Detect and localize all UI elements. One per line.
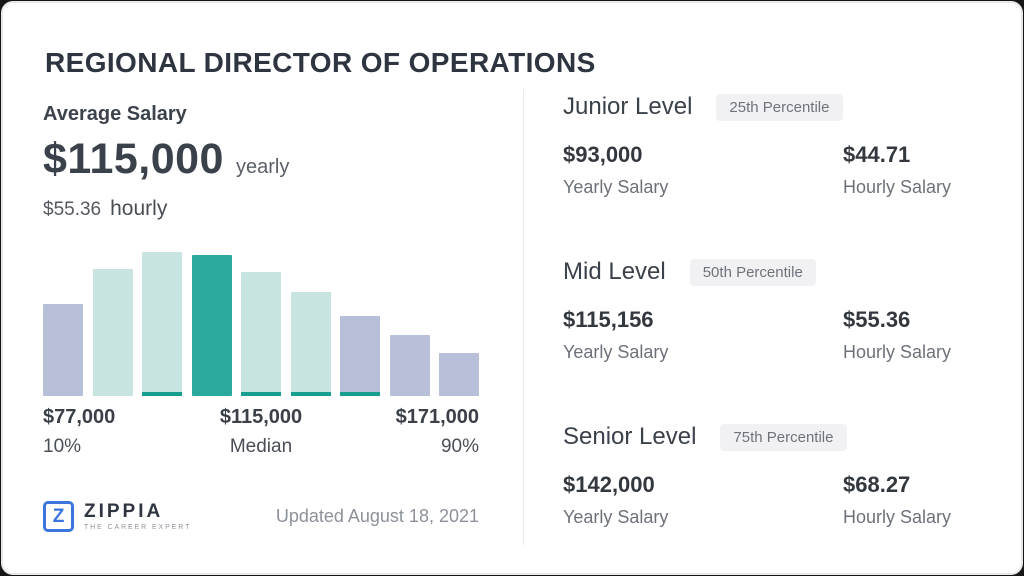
- level-values: $93,000 Yearly Salary $44.71 Hourly Sala…: [563, 142, 993, 206]
- hourly-value: $55.36: [843, 307, 911, 332]
- zippia-logo-name: ZIPPIA: [84, 501, 164, 522]
- updated-date: Updated August 18, 2021: [275, 506, 479, 526]
- tick-value-median: $115,000: [219, 406, 303, 428]
- percentile-badge: 75th Percentile: [720, 423, 847, 451]
- yearly-salary-value: $115,000: [43, 135, 224, 183]
- histogram-bar: [389, 335, 430, 396]
- hourly-value: $44.71: [843, 142, 911, 167]
- tick-value-90th: $171,000: [395, 406, 479, 428]
- level-name: Senior Level: [563, 423, 697, 450]
- level-values: $115,156 Yearly Salary $55.36 Hourly Sal…: [563, 307, 993, 371]
- page-title: REGIONAL DIRECTOR OF OPERATIONS: [45, 47, 596, 78]
- histogram-bar: [142, 252, 182, 396]
- hourly-salary-value: $55.36: [43, 199, 102, 220]
- level-header: Mid Level 50th Percentile: [563, 258, 993, 286]
- level-header: Junior Level 25th Percentile: [563, 93, 993, 121]
- level-values: $142,000 Yearly Salary $68.27 Hourly Sal…: [563, 472, 993, 536]
- yearly-value: $93,000: [563, 142, 643, 167]
- zippia-logo-icon: Z: [43, 501, 74, 532]
- histogram-bar: [92, 268, 133, 396]
- hourly-column: $44.71 Hourly Salary: [843, 142, 951, 198]
- level-section-junior: Junior Level 25th Percentile $93,000 Yea…: [563, 93, 993, 206]
- yearly-value: $115,156: [563, 307, 654, 332]
- tick-sublabel-90th: 90%: [440, 436, 479, 457]
- yearly-label: Yearly Salary: [563, 342, 669, 362]
- percentile-levels-panel: Junior Level 25th Percentile $93,000 Yea…: [563, 93, 993, 543]
- zippia-logo-tagline: THE CAREER EXPERT: [84, 524, 192, 531]
- level-section-senior: Senior Level 75th Percentile $142,000 Ye…: [563, 423, 993, 536]
- histogram-bar: [241, 271, 281, 396]
- histogram-bar-baseline-stripe: [340, 392, 380, 396]
- zippia-logo-text: ZIPPIA THE CAREER EXPERT: [84, 502, 191, 531]
- histogram-bar: [340, 316, 380, 396]
- yearly-value: $142,000: [563, 472, 655, 497]
- hourly-label: Hourly Salary: [843, 177, 952, 197]
- average-salary-panel: Average Salary $115,000 yearly $55.36 ho…: [43, 103, 479, 543]
- tick-value-10th: $77,000: [43, 406, 116, 428]
- yearly-column: $142,000 Yearly Salary: [563, 472, 668, 528]
- tick-sublabel-median: Median: [229, 436, 293, 457]
- histogram-tick-values: $77,000 $115,000 $171,000: [43, 406, 479, 432]
- hourly-salary-row: $55.36 hourly: [43, 197, 167, 221]
- histogram-bar-baseline-stripe: [241, 392, 281, 396]
- histogram-bar: [439, 353, 479, 396]
- level-section-mid: Mid Level 50th Percentile $115,156 Yearl…: [563, 258, 993, 371]
- histogram-tick-sublabels: 10% Median 90%: [43, 436, 479, 460]
- percentile-badge: 50th Percentile: [689, 258, 816, 286]
- histogram-bar-baseline-stripe: [142, 392, 182, 396]
- histogram-bar: [43, 304, 83, 396]
- yearly-column: $115,156 Yearly Salary: [563, 307, 668, 363]
- histogram-bar-baseline-stripe: [290, 392, 331, 396]
- hourly-column: $68.27 Hourly Salary: [843, 472, 951, 528]
- zippia-logo: Z ZIPPIA THE CAREER EXPERT: [43, 501, 191, 532]
- level-name: Mid Level: [563, 258, 666, 285]
- card-footer: Z ZIPPIA THE CAREER EXPERT Updated Augus…: [43, 501, 479, 532]
- hourly-column: $55.36 Hourly Salary: [843, 307, 951, 363]
- hourly-label: Hourly Salary: [843, 507, 952, 527]
- tick-sublabel-10th: 10%: [43, 436, 82, 457]
- hourly-salary-unit: hourly: [110, 197, 168, 220]
- yearly-salary-unit: yearly: [235, 156, 290, 178]
- salary-histogram: [43, 248, 479, 396]
- level-header: Senior Level 75th Percentile: [563, 423, 993, 451]
- yearly-label: Yearly Salary: [563, 177, 669, 197]
- hourly-label: Hourly Salary: [843, 342, 952, 362]
- level-name: Junior Level: [563, 93, 693, 120]
- yearly-label: Yearly Salary: [563, 507, 669, 527]
- yearly-column: $93,000 Yearly Salary: [563, 142, 668, 198]
- average-salary-heading: Average Salary: [43, 103, 187, 125]
- hourly-value: $68.27: [843, 472, 911, 497]
- percentile-badge: 25th Percentile: [716, 93, 843, 121]
- histogram-bar: [290, 292, 331, 396]
- yearly-salary-row: $115,000 yearly: [43, 135, 289, 184]
- vertical-divider: [523, 89, 524, 545]
- histogram-bar: [191, 255, 232, 396]
